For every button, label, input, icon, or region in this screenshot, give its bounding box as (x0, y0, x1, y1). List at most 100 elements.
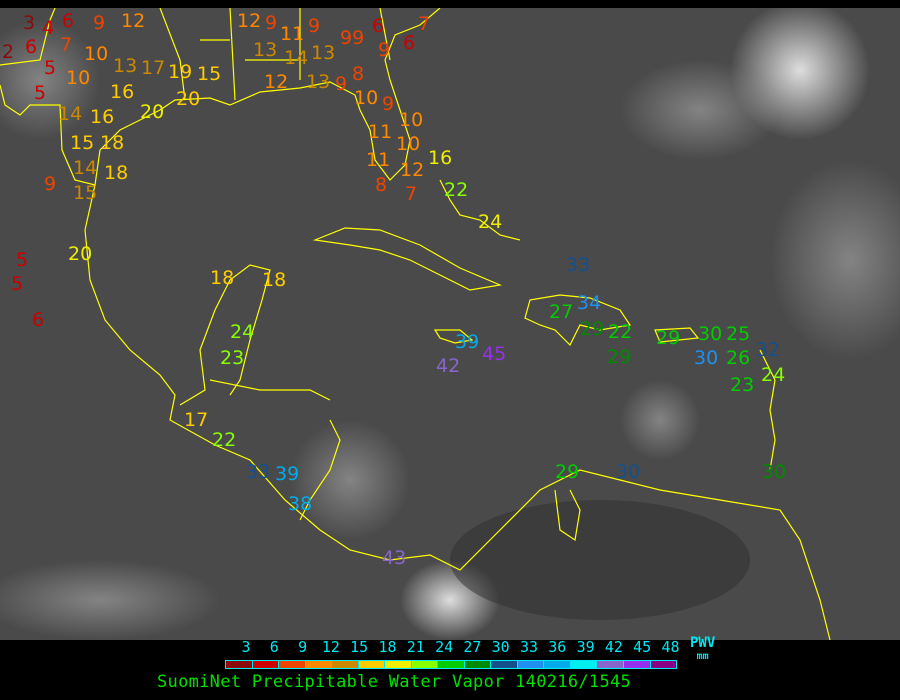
station-value: 16 (90, 106, 114, 128)
station-value: 12 (400, 159, 424, 181)
station-value: 13 (306, 71, 330, 93)
station-value: 10 (354, 87, 378, 109)
station-value: 22 (212, 429, 236, 451)
legend-swatch (438, 661, 465, 668)
station-value: 14 (58, 103, 82, 125)
station-value: 14 (284, 47, 308, 69)
legend-tick: 9 (298, 638, 308, 656)
station-value: 11 (366, 149, 390, 171)
station-value: 9 (93, 12, 105, 34)
station-value: 18 (104, 162, 128, 184)
legend-swatch (491, 661, 518, 668)
station-value: 14 (73, 157, 97, 179)
legend-swatch (226, 661, 253, 668)
cloud-layer (0, 8, 900, 640)
station-value: 5 (44, 57, 56, 79)
station-value: 8 (375, 174, 387, 196)
station-value: 24 (761, 364, 785, 386)
legend-swatch (305, 661, 333, 668)
station-value: 10 (84, 43, 108, 65)
station-value: 13 (253, 39, 277, 61)
station-value: 5 (11, 273, 23, 295)
station-value: 99 (340, 27, 364, 49)
legend-tick: 42 (604, 638, 623, 656)
station-value: 30 (616, 461, 640, 483)
legend-tick: 48 (661, 638, 680, 656)
legend-swatch (385, 661, 412, 668)
legend-swatch (252, 661, 280, 668)
map-title: SuomiNet Precipitable Water Vapor 140216… (157, 672, 632, 692)
station-value: 11 (280, 23, 304, 45)
station-value: 9 (382, 93, 394, 115)
station-value: 43 (382, 547, 406, 569)
legend-unit-mm: mm (696, 651, 709, 662)
station-value: 7 (60, 34, 72, 56)
station-value: 6 (372, 15, 384, 37)
legend-swatch (650, 661, 677, 668)
legend-label: PWV (690, 635, 716, 651)
station-value: 19 (168, 61, 192, 83)
legend-swatch (279, 661, 306, 668)
legend-tick-labels: 3 6 9 12 15 18 21 24 27 30 33 36 39 42 45 48 (228, 638, 688, 656)
station-value: 23 (730, 374, 754, 396)
station-value: 5 (16, 249, 28, 271)
station-value: 6 (25, 36, 37, 58)
legend-tick: 21 (406, 638, 425, 656)
station-value: 42 (436, 355, 460, 377)
station-value: 13 (113, 55, 137, 77)
station-value: 12 (237, 10, 261, 32)
station-value: 27 (549, 301, 573, 323)
station-value: 22 (608, 321, 632, 343)
legend-tick: 6 (269, 638, 279, 656)
legend-color-bar (225, 660, 677, 669)
station-value: 13 (311, 42, 335, 64)
station-value: 6 (32, 309, 44, 331)
legend-swatch (358, 661, 386, 668)
legend-unit: PWV mm (690, 635, 716, 663)
station-value: 39 (275, 463, 299, 485)
station-value: 10 (396, 133, 420, 155)
legend-tick: 18 (378, 638, 397, 656)
station-value: 16 (428, 147, 452, 169)
station-value: 16 (110, 81, 134, 103)
station-value: 9 (335, 73, 347, 95)
station-value: 8 (352, 63, 364, 85)
station-value: 29 (607, 346, 631, 368)
station-value: 9 (308, 15, 320, 37)
station-value: 20 (68, 243, 92, 265)
station-value: 9 (378, 39, 390, 61)
station-value: 26 (726, 347, 750, 369)
station-value: 20 (176, 88, 200, 110)
legend-tick: 33 (519, 638, 539, 656)
legend-tick: 30 (491, 638, 510, 656)
station-value: 10 (399, 109, 423, 131)
station-value: 12 (264, 71, 288, 93)
station-value: 39 (455, 331, 479, 353)
station-value: 3 (23, 12, 35, 34)
legend-swatch (570, 661, 598, 668)
station-value: 7 (405, 183, 417, 205)
station-value: 12 (121, 10, 145, 32)
station-value: 45 (482, 343, 506, 365)
legend-tick: 15 (350, 638, 369, 656)
legend-tick: 24 (435, 638, 454, 656)
station-value: 18 (100, 132, 124, 154)
station-value: 25 (726, 323, 750, 345)
legend-tick: 45 (633, 638, 652, 656)
station-value: 4 (42, 17, 54, 39)
legend-tick: 12 (321, 638, 340, 656)
station-value: 30 (694, 347, 718, 369)
station-value: 22 (444, 179, 468, 201)
legend-tick: 39 (576, 638, 595, 656)
legend-swatch (332, 661, 359, 668)
legend-tick: 36 (548, 638, 567, 656)
station-value: 18 (262, 269, 286, 291)
station-value: 29 (580, 318, 604, 340)
station-value: 5 (34, 82, 46, 104)
station-value: 23 (220, 347, 244, 369)
station-value: 6 (403, 32, 415, 54)
station-value: 33 (246, 461, 270, 483)
